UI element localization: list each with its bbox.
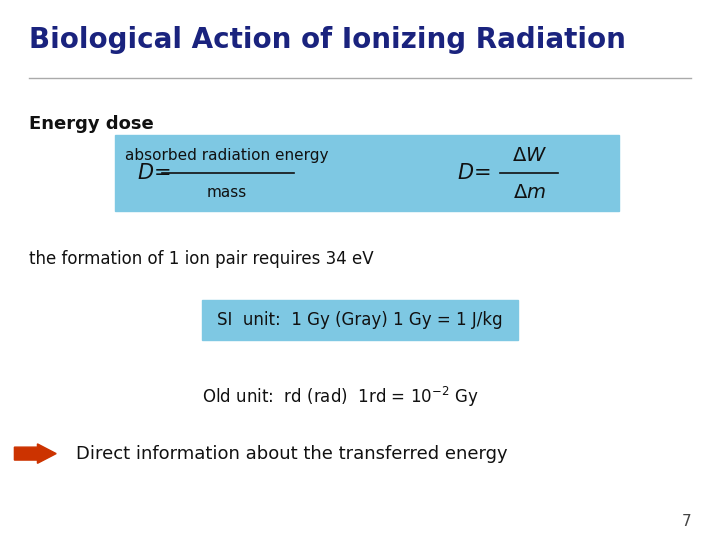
Text: Old unit:  rd (rad)  1rd = 10$^{-2}$ Gy: Old unit: rd (rad) 1rd = 10$^{-2}$ Gy [202,385,478,409]
Text: absorbed radiation energy: absorbed radiation energy [125,148,328,163]
FancyArrow shape [14,444,56,463]
Text: $D\!=\!$: $D\!=\!$ [457,163,491,183]
Text: $\Delta W$: $\Delta W$ [512,146,546,165]
Text: Energy dose: Energy dose [29,115,153,133]
Text: SI  unit:  1 Gy (Gray) 1 Gy = 1 J/kg: SI unit: 1 Gy (Gray) 1 Gy = 1 J/kg [217,311,503,329]
Text: Biological Action of Ionizing Radiation: Biological Action of Ionizing Radiation [29,26,626,55]
Text: mass: mass [207,185,247,200]
Text: Direct information about the transferred energy: Direct information about the transferred… [76,444,507,463]
Text: $D\!=\!$: $D\!=\!$ [137,163,171,183]
Text: 7: 7 [682,514,691,529]
Text: $\Delta m$: $\Delta m$ [513,183,546,202]
FancyBboxPatch shape [202,300,518,340]
Text: the formation of 1 ion pair requires 34 eV: the formation of 1 ion pair requires 34 … [29,250,374,268]
FancyBboxPatch shape [115,135,619,211]
